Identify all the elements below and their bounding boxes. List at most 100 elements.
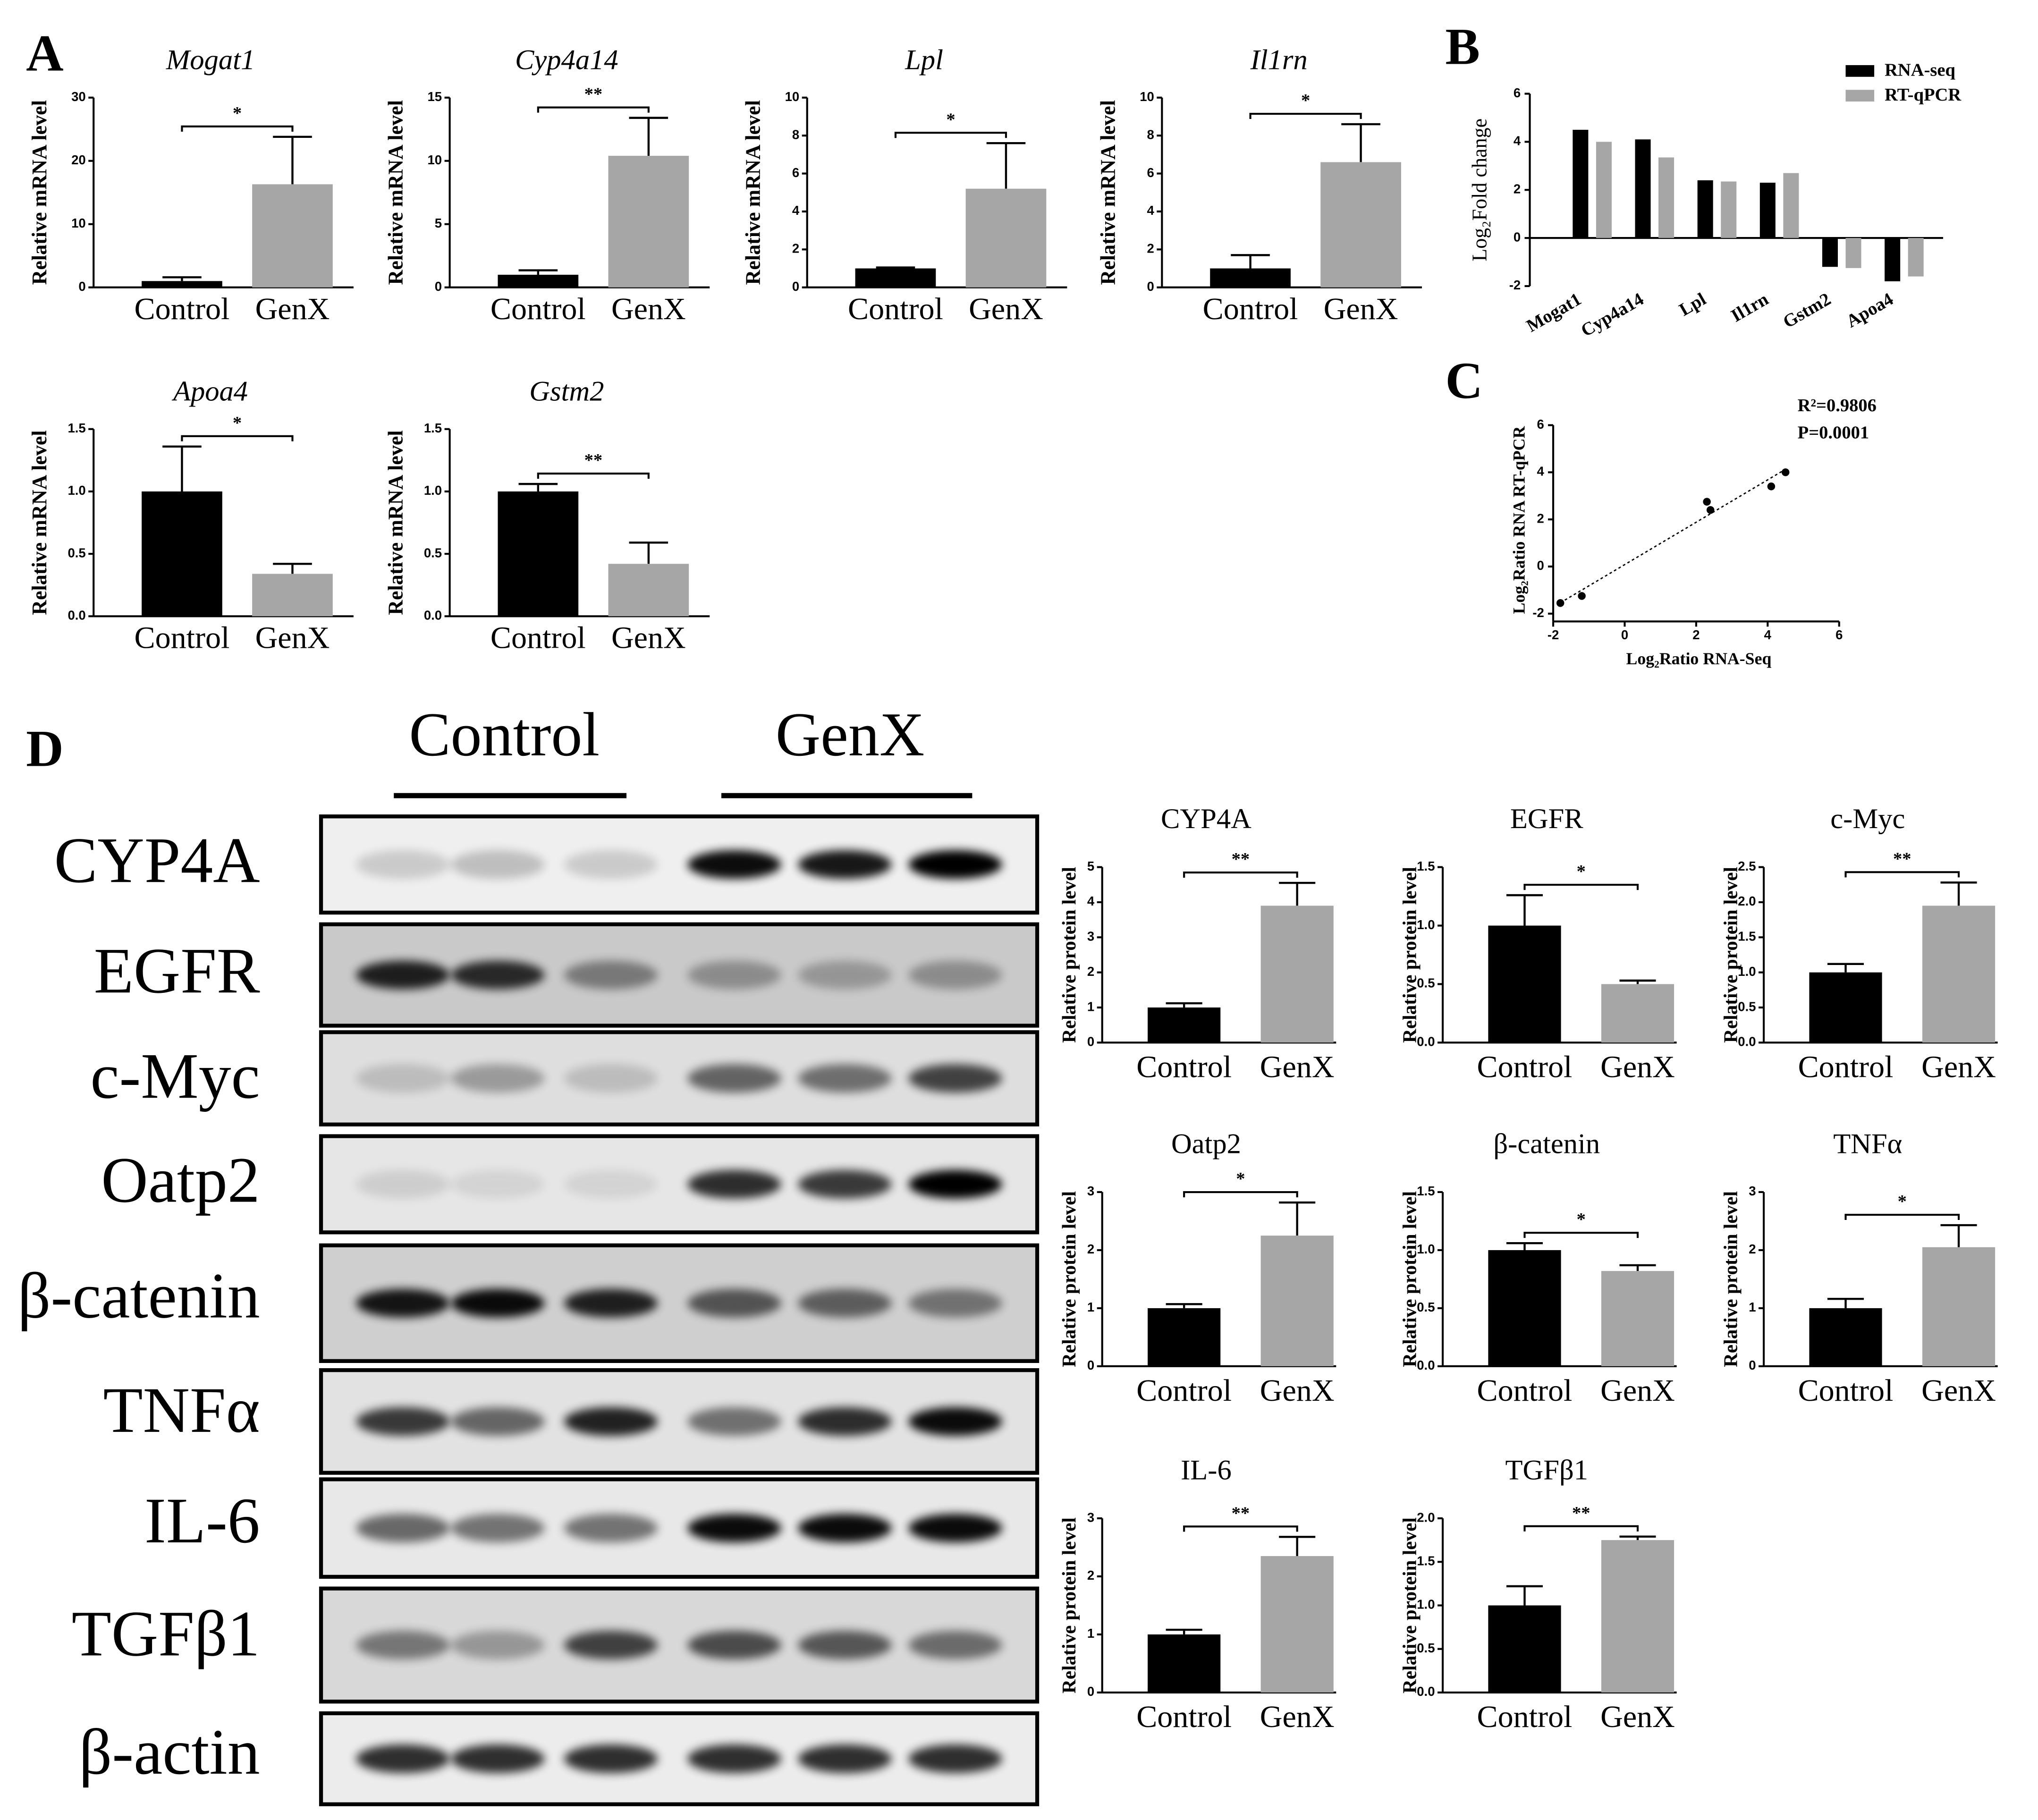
- y-axis-label: Relative protein level: [1719, 1191, 1741, 1367]
- bar: [1148, 1308, 1221, 1366]
- x-tick-label: Control: [1798, 1373, 1894, 1408]
- blot-band: [908, 1064, 1002, 1093]
- y-tick-label: 2: [1147, 241, 1154, 256]
- y-tick-label: 6: [1514, 85, 1521, 100]
- x-tick-label: Control: [490, 292, 586, 326]
- blot-band: [687, 850, 781, 879]
- blot-band: [798, 850, 892, 879]
- blot-band: [356, 1064, 450, 1093]
- x-tick-label: GenX: [1260, 1373, 1335, 1408]
- x-tick-label: GenX: [1600, 1700, 1675, 1734]
- x-tick-label: Cyp4a14: [1578, 289, 1647, 341]
- y-tick-label: 0.0: [1417, 1034, 1435, 1049]
- legend-label: RT-qPCR: [1885, 85, 1962, 105]
- y-axis-label: Relative mRNA level: [384, 100, 407, 285]
- y-tick-label: 0: [1087, 1358, 1094, 1372]
- y-axis-label: Log₂Fold change: [1468, 119, 1491, 262]
- blot-band: [564, 960, 658, 990]
- blot-band: [564, 1631, 658, 1659]
- y-tick-label: 4: [1087, 894, 1095, 908]
- y-tick-label: 0: [435, 279, 442, 294]
- x-tick-label: GenX: [611, 621, 686, 655]
- blot-band: [451, 1289, 545, 1318]
- blot-band: [687, 1289, 781, 1318]
- protein-label: EGFR: [94, 934, 260, 1007]
- blot-band: [908, 1631, 1002, 1659]
- blot-band: [356, 850, 450, 879]
- y-axis-label: Log₂Ratio RNA RT-qPCR: [1509, 425, 1528, 614]
- blot-band: [356, 1170, 450, 1199]
- x-tick-label: Lpl: [1676, 289, 1709, 320]
- significance-bracket: [1523, 1525, 1639, 1532]
- y-tick-label: 2.0: [1417, 1510, 1435, 1524]
- blot-band: [687, 1631, 781, 1659]
- protein-label: Oatp2: [101, 1144, 260, 1216]
- y-tick-label: 10: [427, 152, 442, 167]
- y-axis-label: Relative protein level: [1398, 867, 1420, 1043]
- y-tick-label: 6: [792, 165, 799, 180]
- panel-letter: A: [26, 24, 64, 82]
- y-tick-label: 1.0: [424, 483, 442, 498]
- significance-bracket: [181, 435, 294, 441]
- bar: [1922, 1247, 1996, 1366]
- y-tick-label: 0.5: [1417, 1300, 1435, 1314]
- blot-band: [687, 1514, 781, 1542]
- x-tick-label: Control: [135, 292, 230, 326]
- panel-letter: C: [1446, 352, 1483, 409]
- significance-bracket: [1523, 884, 1639, 890]
- protein-label: TNFα: [103, 1374, 260, 1446]
- y-tick-label: 4: [1537, 464, 1544, 479]
- blot-band: [451, 1170, 545, 1199]
- y-tick-label: -2: [1509, 278, 1521, 292]
- protein-label: c-Myc: [90, 1040, 260, 1112]
- x-tick-label: GenX: [1260, 1700, 1335, 1734]
- significance-label: *: [1301, 91, 1310, 110]
- bar: [1260, 906, 1334, 1043]
- bar: [1148, 1634, 1221, 1693]
- significance-bracket: [537, 106, 650, 113]
- significance-label: **: [1572, 1503, 1590, 1523]
- bar: [1488, 1605, 1561, 1693]
- y-tick-label: 15: [427, 89, 442, 104]
- y-tick-label: 1.0: [1417, 917, 1435, 932]
- chart-title: TGFβ1: [1505, 1455, 1589, 1486]
- protein-label: IL-6: [144, 1484, 260, 1557]
- y-tick-label: 5: [435, 216, 442, 230]
- blot-band: [564, 1064, 658, 1093]
- legend-label: RNA-seq: [1885, 60, 1955, 80]
- y-tick-label: 1: [1087, 1626, 1094, 1641]
- y-tick-label: 1: [1087, 1300, 1094, 1314]
- y-tick-label: 4: [1514, 134, 1521, 148]
- blot-band: [798, 1744, 892, 1773]
- blot-band: [908, 1514, 1002, 1542]
- y-tick-label: 8: [1147, 127, 1154, 142]
- chart-title: Il1rn: [1250, 44, 1308, 76]
- y-tick-label: 1: [1087, 999, 1094, 1014]
- significance-label: **: [1893, 849, 1911, 869]
- blot-band: [798, 1631, 892, 1659]
- blot-band: [451, 850, 545, 879]
- x-tick-label: 2: [1692, 627, 1700, 642]
- significance-bracket: [1183, 872, 1298, 878]
- y-tick-label: 1.0: [1417, 1242, 1435, 1256]
- blot-band: [798, 1407, 892, 1436]
- legend-swatch: [1845, 90, 1875, 102]
- y-tick-label: 5: [1087, 859, 1094, 873]
- y-tick-label: 0.5: [68, 545, 85, 560]
- y-tick-label: 2: [1087, 1242, 1094, 1256]
- y-tick-label: 2: [1749, 1242, 1756, 1256]
- y-tick-label: 10: [785, 89, 800, 104]
- y-tick-label: 0: [1087, 1034, 1094, 1049]
- y-tick-label: 0: [1087, 1684, 1094, 1699]
- y-tick-label: 2: [1087, 1568, 1094, 1583]
- significance-bracket: [1844, 871, 1960, 878]
- y-tick-label: 6: [1147, 165, 1154, 180]
- bar: [1721, 181, 1737, 238]
- bar: [1908, 238, 1924, 277]
- significance-bracket: [1183, 1525, 1298, 1532]
- blot-band: [451, 1744, 545, 1773]
- y-tick-label: 20: [71, 152, 86, 167]
- bar: [1320, 162, 1401, 288]
- y-tick-label: 4: [1147, 203, 1155, 218]
- protein-label: TGFβ1: [72, 1597, 260, 1669]
